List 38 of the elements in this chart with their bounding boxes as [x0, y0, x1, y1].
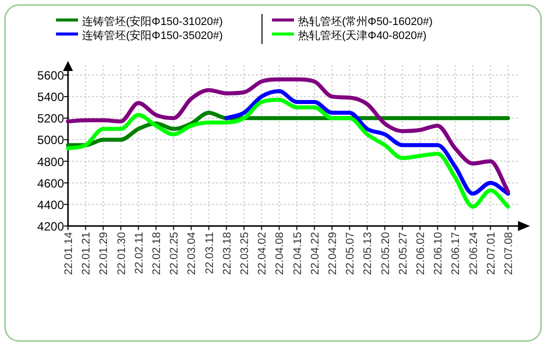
legend-label: 热轧管坯(天津Φ40-8020#)	[298, 29, 427, 42]
y-tick-label: 4200	[37, 220, 64, 234]
x-tick-label: 22.03.11	[204, 232, 216, 274]
x-tick-label: 22.05.13	[362, 232, 374, 275]
legend-label: 热轧管坯(常州Φ50-16020#)	[298, 15, 433, 28]
x-tick-label: 22.03.25	[239, 232, 251, 275]
y-tick-label: 4600	[37, 176, 64, 190]
x-tick-label: 22.02.25	[168, 232, 181, 275]
legend-label: 连铸管坯(安阳Φ150-35020#)	[82, 29, 223, 42]
x-tick-label: 22.02.18	[151, 232, 163, 275]
x-tick-label: 22.06.17	[450, 232, 462, 275]
x-tick-label: 22.04.15	[292, 232, 304, 275]
x-tick-label: 22.06.10	[432, 232, 445, 275]
x-tick-label: 22.04.29	[327, 232, 339, 275]
y-tick-label: 5600	[37, 68, 64, 82]
x-tick-label: 22.05.20	[380, 232, 392, 275]
legend-label: 连铸管坯(安阳Φ150-31020#)	[82, 15, 223, 28]
x-tick-label: 22.05.27	[397, 232, 410, 275]
x-tick-label: 22.01.14	[63, 232, 75, 275]
x-tick-label: 22.07.08	[503, 232, 515, 275]
x-tick-label: 22.04.22	[309, 232, 322, 275]
y-tick-label: 5200	[37, 112, 64, 126]
y-tick-label: 4400	[37, 198, 64, 212]
x-tick-label: 22.03.04	[186, 232, 198, 275]
x-tick-label: 22.06.02	[415, 232, 427, 275]
x-tick-label: 22.04.08	[274, 232, 286, 275]
x-tick-label: 22.01.21	[80, 232, 93, 275]
y-tick-label: 4800	[37, 154, 64, 169]
x-tick-label: 22.07.01	[485, 232, 498, 275]
x-tick-label: 22.02.11	[133, 232, 146, 274]
x-tick-label: 22.04.02	[256, 232, 269, 275]
x-tick-label: 22.05.07	[344, 232, 357, 275]
x-tick-label: 22.06.24	[468, 232, 480, 275]
x-tick-label: 22.01.30	[116, 232, 128, 275]
y-tick-label: 5000	[37, 133, 64, 148]
x-tick-label: 22.03.18	[221, 232, 234, 275]
x-tick-label: 22.01.29	[98, 232, 110, 275]
y-tick-label: 5400	[37, 90, 64, 104]
